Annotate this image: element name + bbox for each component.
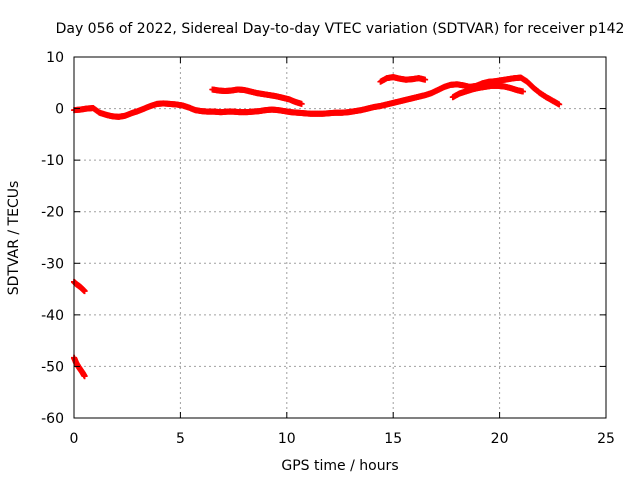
data-point [556, 101, 563, 108]
y-tick-label: -10 [41, 153, 64, 169]
x-tick-label: 20 [491, 431, 509, 447]
x-tick-label: 25 [597, 431, 615, 447]
y-tick-label: -20 [41, 205, 64, 221]
y-axis-label: SDTVAR / TECUs [6, 181, 22, 296]
x-tick-label: 5 [176, 431, 185, 447]
data-point [520, 88, 527, 95]
chart-title: Day 056 of 2022, Sidereal Day-to-day VTE… [56, 21, 625, 37]
grid [74, 57, 606, 418]
x-tick-label: 0 [70, 431, 79, 447]
y-tick-label: -60 [41, 411, 64, 427]
x-axis-label: GPS time / hours [281, 458, 398, 474]
x-tick-label: 15 [384, 431, 402, 447]
data-point [81, 373, 88, 380]
y-tick-label: -30 [41, 256, 64, 272]
data-points [71, 74, 563, 380]
y-tick-label: 0 [55, 102, 64, 118]
data-point [298, 100, 305, 107]
y-tick-label: -40 [41, 308, 64, 324]
y-tick-label: -50 [41, 359, 64, 375]
ticks: 0 5 10 15 20 25 -60 -50 -40 -30 -20 -10 0 10 [41, 50, 615, 447]
plot-frame [73, 56, 607, 419]
y-tick-label: 10 [46, 50, 64, 66]
data-point [422, 76, 429, 83]
x-tick-label: 10 [278, 431, 296, 447]
data-point [81, 288, 88, 295]
